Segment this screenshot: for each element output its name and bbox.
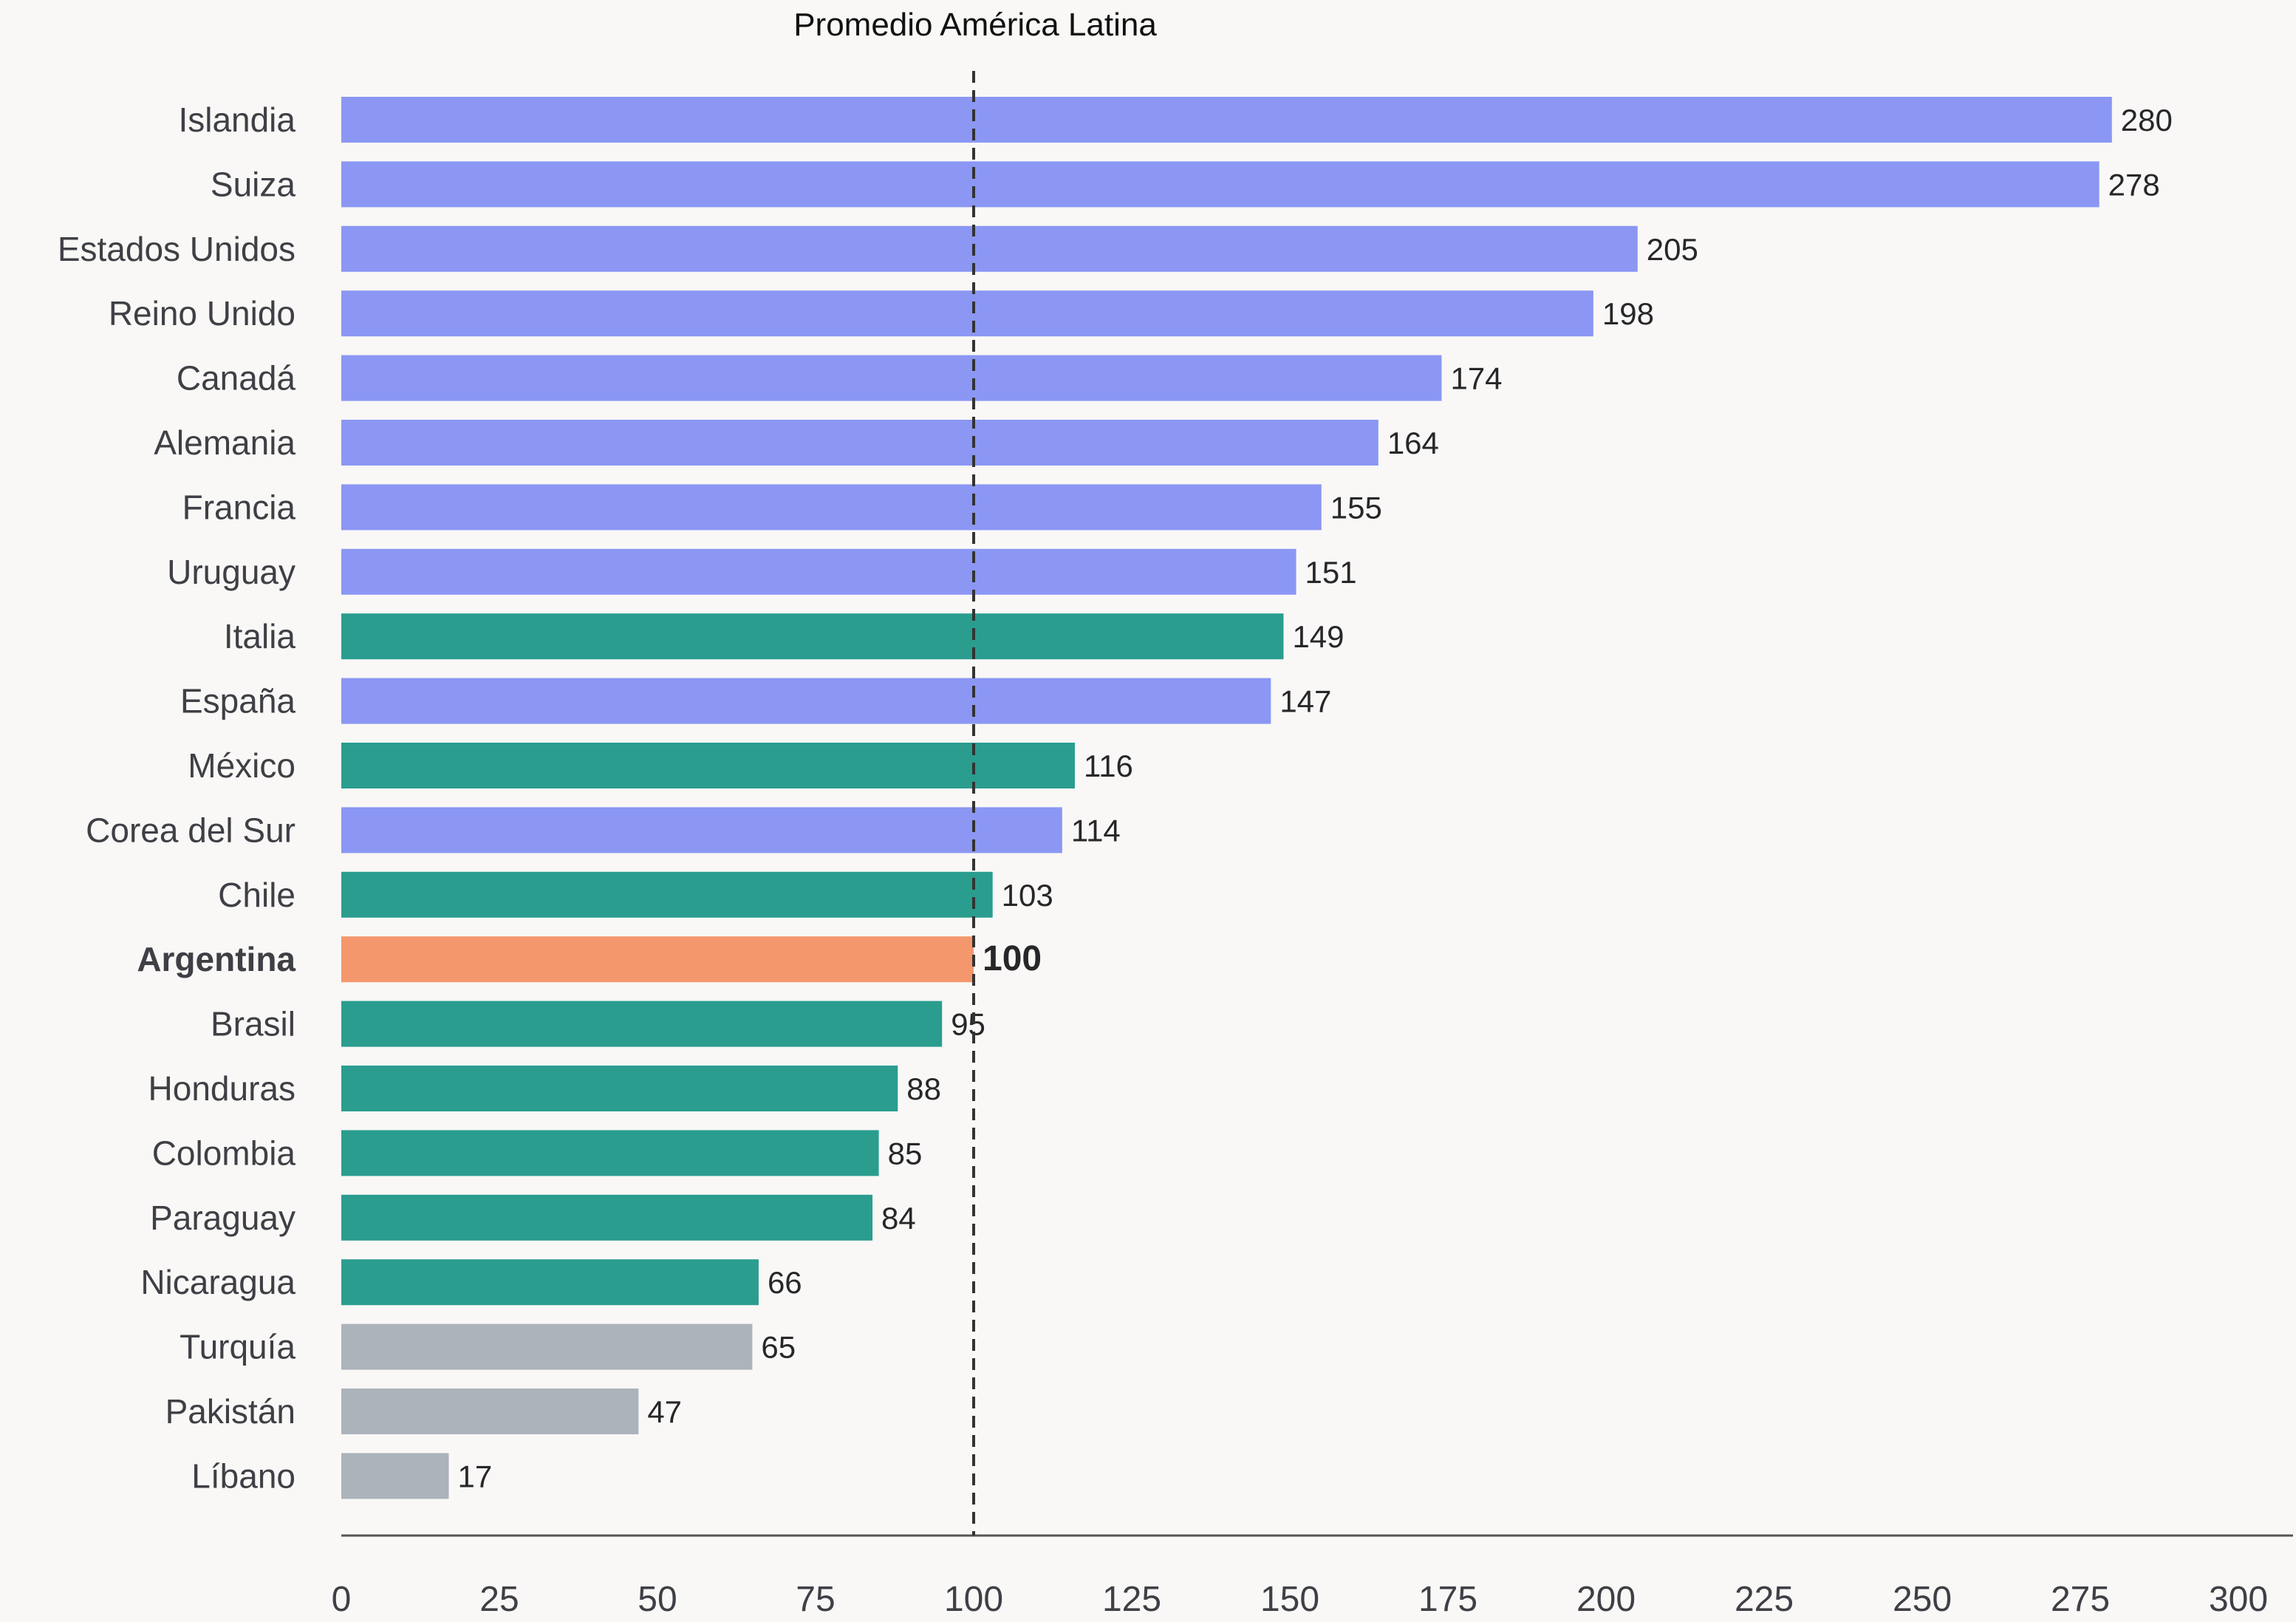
category-label: Canadá — [177, 359, 296, 398]
category-label: Italia — [224, 617, 296, 655]
category-label: Colombia — [152, 1134, 296, 1172]
value-label: 65 — [761, 1330, 796, 1365]
value-label: 147 — [1279, 684, 1331, 719]
x-tick-label: 200 — [1576, 1580, 1636, 1619]
category-label: Uruguay — [167, 553, 295, 591]
bar-canadá — [341, 355, 1442, 401]
category-label: Chile — [218, 876, 295, 914]
value-label: 66 — [768, 1265, 802, 1300]
value-label: 114 — [1071, 813, 1121, 848]
x-tick-label: 50 — [638, 1580, 677, 1619]
category-label: Líbano — [191, 1456, 295, 1495]
bar-alemania — [341, 420, 1378, 466]
bar-suiza — [341, 161, 2099, 208]
category-label: Francia — [182, 488, 296, 526]
bar-méxico — [341, 743, 1075, 788]
value-label: 103 — [1002, 878, 1053, 913]
reference-line-label: Promedio América Latina — [793, 7, 1157, 43]
bar-honduras — [341, 1066, 898, 1111]
value-label: 84 — [881, 1201, 916, 1236]
value-label: 164 — [1387, 426, 1439, 460]
bar-líbano — [341, 1453, 449, 1499]
x-tick-label: 250 — [1893, 1580, 1952, 1619]
value-label: 100 — [983, 939, 1042, 978]
x-tick-label: 175 — [1418, 1580, 1477, 1619]
bar-italia — [341, 613, 1284, 660]
bar-uruguay — [341, 548, 1296, 595]
value-label: 95 — [951, 1007, 985, 1042]
value-label: 116 — [1084, 749, 1133, 783]
bar-nicaragua — [341, 1259, 759, 1306]
value-label: 149 — [1292, 619, 1344, 654]
value-label: 155 — [1330, 490, 1382, 525]
bar-colombia — [341, 1130, 879, 1176]
category-label: Reino Unido — [109, 294, 295, 333]
x-tick-label: 150 — [1260, 1580, 1319, 1619]
bar-españa — [341, 678, 1271, 724]
x-tick-label: 75 — [796, 1580, 835, 1619]
category-label: España — [180, 682, 295, 720]
category-label: Honduras — [148, 1069, 295, 1108]
bar-pakistán — [341, 1388, 639, 1434]
bar-francia — [341, 484, 1322, 531]
x-tick-label: 300 — [2209, 1580, 2268, 1619]
value-label: 47 — [647, 1394, 682, 1429]
category-label: Brasil — [211, 1005, 295, 1043]
x-axis-ticks: 0 25 50 75 100 125 150 175 200 225 250 275 300 — [332, 1580, 2268, 1619]
x-tick-label: 275 — [2051, 1580, 2110, 1619]
category-label: Suiza — [211, 165, 295, 203]
category-label: Corea del Sur — [86, 811, 295, 849]
value-label: 205 — [1647, 232, 1698, 267]
x-tick-label: 0 — [332, 1580, 352, 1619]
value-label: 174 — [1450, 361, 1502, 396]
bar-chile — [341, 871, 993, 918]
bar-turquía — [341, 1323, 753, 1370]
value-label: 85 — [888, 1136, 923, 1171]
bar-estados-unidos — [341, 225, 1638, 272]
value-label: 88 — [906, 1071, 941, 1106]
value-label: 280 — [2121, 103, 2173, 137]
bar-brasil — [341, 1001, 943, 1047]
category-label: México — [188, 746, 295, 785]
category-label: Paraguay — [150, 1199, 295, 1237]
x-tick-label: 225 — [1735, 1580, 1794, 1619]
category-labels: Islandia Suiza Estados Unidos Reino Unido Ca… — [58, 100, 296, 1495]
bar-reino-unido — [341, 290, 1593, 337]
value-label: 17 — [458, 1459, 493, 1493]
value-label: 278 — [2108, 167, 2160, 202]
bar-corea-del-sur — [341, 807, 1062, 853]
category-label: Argentina — [137, 940, 295, 978]
category-label: Islandia — [178, 100, 295, 139]
value-label: 198 — [1602, 296, 1654, 331]
bar-paraguay — [341, 1194, 873, 1241]
bars-group — [341, 97, 2112, 1499]
category-label: Alemania — [154, 423, 295, 462]
category-label: Estados Unidos — [58, 230, 295, 268]
category-label: Pakistán — [165, 1392, 295, 1431]
value-label: 151 — [1305, 555, 1357, 590]
x-tick-label: 25 — [479, 1580, 519, 1619]
bar-argentina — [341, 936, 974, 983]
category-label: Nicaragua — [140, 1263, 295, 1301]
x-tick-label: 125 — [1102, 1580, 1161, 1619]
bar-islandia — [341, 97, 2112, 143]
x-tick-label: 100 — [944, 1580, 1003, 1619]
category-label: Turquía — [180, 1328, 295, 1366]
